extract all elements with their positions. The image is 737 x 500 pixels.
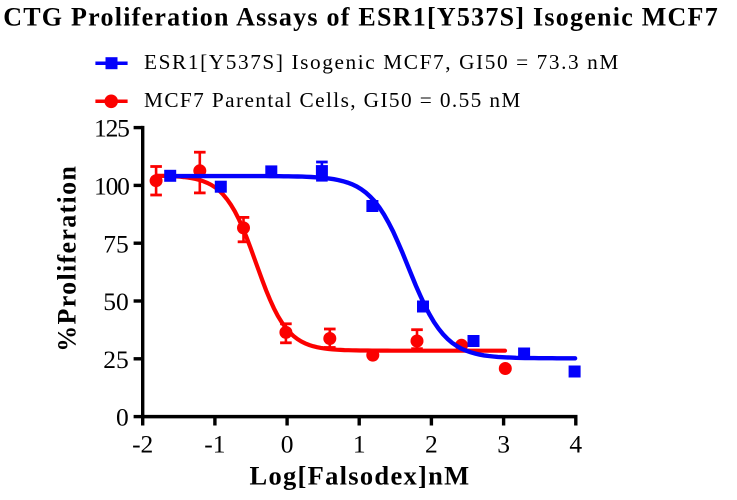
- svg-text:4: 4: [569, 429, 582, 458]
- svg-text:3: 3: [497, 429, 510, 458]
- svg-text:-1: -1: [204, 429, 225, 458]
- svg-text:MCF7 Parental Cells, GI50 = 0.: MCF7 Parental Cells, GI50 = 0.55 nM: [144, 88, 522, 112]
- svg-text:CTG Proliferation Assays of ES: CTG Proliferation Assays of ESR1[Y537S] …: [3, 3, 719, 32]
- svg-text:0: 0: [116, 403, 129, 432]
- svg-text:0: 0: [281, 429, 294, 458]
- svg-text:1: 1: [353, 429, 366, 458]
- svg-text:75: 75: [103, 229, 129, 258]
- svg-text:Log[Falsodex]nM: Log[Falsodex]nM: [250, 461, 471, 491]
- svg-text:100: 100: [94, 172, 129, 201]
- svg-text:125: 125: [94, 114, 129, 143]
- svg-text:2: 2: [425, 429, 438, 458]
- svg-text:-2: -2: [132, 429, 153, 458]
- svg-text:50: 50: [103, 287, 129, 316]
- svg-text:ESR1[Y537S] Isogenic MCF7, GI5: ESR1[Y537S] Isogenic MCF7, GI50 = 73.3 n…: [144, 50, 620, 74]
- svg-text:%Proliferation: %Proliferation: [52, 165, 81, 352]
- svg-text:25: 25: [103, 345, 129, 374]
